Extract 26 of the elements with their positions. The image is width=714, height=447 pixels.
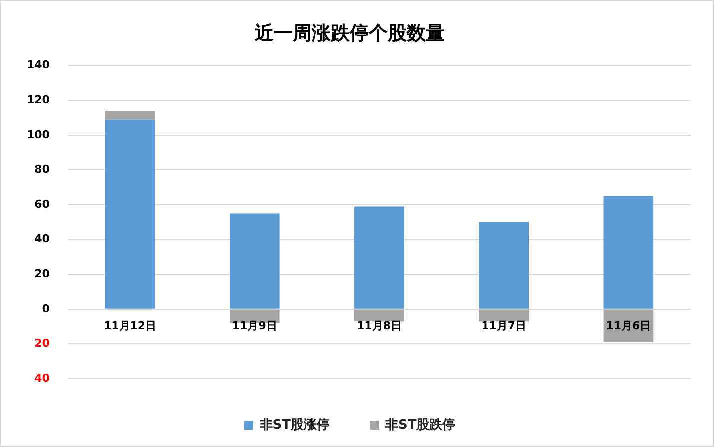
- bar: [354, 206, 404, 309]
- bar: [479, 310, 530, 322]
- bar: [105, 111, 156, 120]
- y-tick-label: 40: [34, 372, 50, 385]
- legend-label: 非ST股跌停: [384, 418, 456, 433]
- y-tick-label: 140: [26, 58, 50, 72]
- x-tick-label: 11月7日: [482, 319, 527, 332]
- bar: [604, 196, 654, 309]
- y-tick-label: 0: [42, 302, 50, 316]
- x-tick-label: 11月12日: [104, 319, 157, 332]
- x-tick-label: 11月9日: [232, 319, 278, 332]
- bar: [105, 120, 156, 309]
- y-tick-label: 20: [34, 337, 50, 350]
- chart-title: 近一周涨跌停个股数量: [254, 22, 445, 44]
- bar: [230, 214, 280, 309]
- y-tick-label: 20: [34, 267, 50, 280]
- bar: [479, 222, 530, 309]
- x-tick-label: 11月6日: [606, 319, 652, 332]
- y-tick-label: 60: [34, 198, 50, 211]
- x-tick-label: 11月8日: [356, 319, 402, 332]
- bar: [354, 310, 404, 322]
- y-tick-label: 120: [26, 93, 50, 106]
- y-tick-label: 80: [34, 163, 50, 176]
- legend-label: 非ST股涨停: [258, 418, 330, 433]
- y-tick-label: 40: [34, 232, 50, 246]
- y-tick-label: 100: [26, 128, 50, 142]
